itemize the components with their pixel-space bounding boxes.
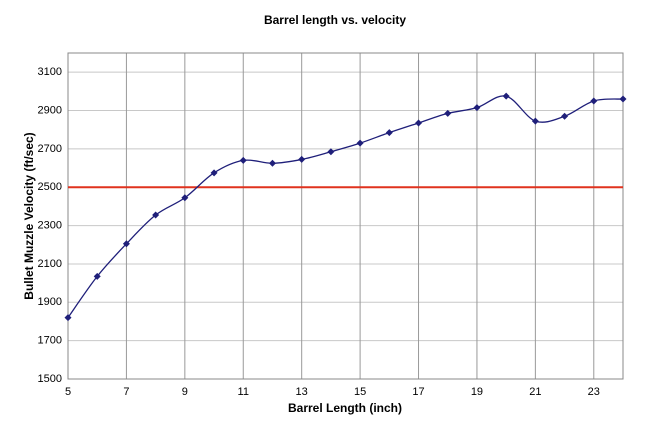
x-tick-label: 21 xyxy=(529,386,541,398)
marker xyxy=(561,112,569,120)
y-tick-label: 2300 xyxy=(38,219,62,231)
marker xyxy=(502,92,510,100)
marker xyxy=(239,156,247,164)
marker xyxy=(619,95,627,103)
marker xyxy=(327,148,335,156)
chart-title: Barrel length vs. velocity xyxy=(264,13,406,27)
y-tick-label: 2500 xyxy=(38,181,62,193)
marker xyxy=(531,117,539,125)
x-tick-label: 17 xyxy=(412,386,424,398)
marker xyxy=(590,97,598,105)
marker xyxy=(268,159,276,167)
y-axis-label: Bullet Muzzle Velocity (ft/sec) xyxy=(22,132,36,299)
marker xyxy=(356,139,364,147)
x-tick-label: 9 xyxy=(182,386,188,398)
x-axis-label: Barrel Length (inch) xyxy=(288,401,402,415)
marker xyxy=(181,194,189,202)
marker xyxy=(122,240,130,248)
x-tick-label: 7 xyxy=(123,386,129,398)
x-tick-label: 13 xyxy=(296,386,308,398)
marker xyxy=(415,119,423,127)
y-tick-label: 2700 xyxy=(38,143,62,155)
y-tick-label: 2100 xyxy=(38,258,62,270)
marker xyxy=(64,314,72,322)
marker xyxy=(93,272,101,280)
plot-frame xyxy=(67,52,624,380)
marker xyxy=(385,129,393,137)
marker xyxy=(298,155,306,163)
y-tick-label: 1900 xyxy=(38,296,62,308)
marker xyxy=(444,109,452,117)
x-tick-label: 11 xyxy=(238,386,249,398)
x-tick-label: 5 xyxy=(65,386,71,398)
x-tick-label: 23 xyxy=(588,386,600,398)
x-tick-label: 19 xyxy=(471,386,483,398)
y-tick-label: 2900 xyxy=(38,104,62,116)
y-tick-label: 1500 xyxy=(38,373,62,385)
marker xyxy=(473,104,481,112)
y-tick-label: 1700 xyxy=(38,335,62,347)
y-tick-label: 3100 xyxy=(38,66,62,78)
x-tick-label: 15 xyxy=(354,386,366,398)
marker xyxy=(152,211,160,219)
marker xyxy=(210,169,218,177)
line xyxy=(67,95,624,319)
